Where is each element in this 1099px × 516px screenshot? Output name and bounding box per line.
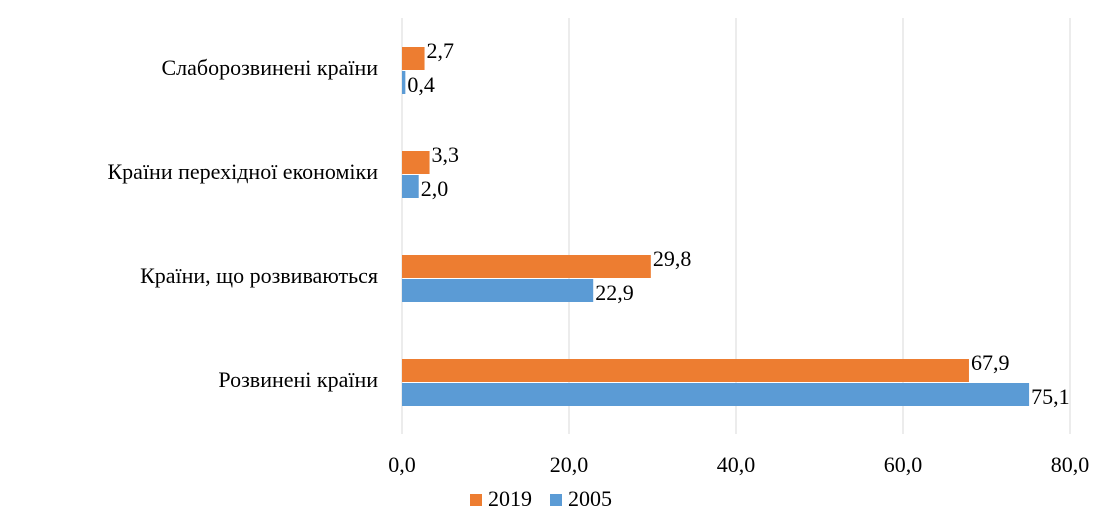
value-label: 3,3 <box>432 142 460 167</box>
value-label: 2,7 <box>427 38 455 63</box>
bar <box>402 383 1030 406</box>
x-tick-label: 0,0 <box>388 452 416 477</box>
legend-label: 2019 <box>488 486 532 511</box>
value-label: 22,9 <box>595 280 634 305</box>
bar <box>402 279 594 302</box>
x-tick-label: 60,0 <box>884 452 923 477</box>
category-label: Країни перехідної економіки <box>108 159 379 184</box>
bar <box>402 175 419 198</box>
legend-swatch <box>470 494 482 506</box>
category-label: Слаборозвинені країни <box>162 55 379 80</box>
legend-label: 2005 <box>568 486 612 511</box>
value-label: 2,0 <box>421 176 449 201</box>
value-label: 29,8 <box>653 246 692 271</box>
bar <box>402 151 430 174</box>
x-tick-label: 80,0 <box>1051 452 1090 477</box>
value-label: 67,9 <box>971 350 1010 375</box>
bar <box>402 47 425 70</box>
category-label: Країни, що розвиваються <box>140 263 378 288</box>
bar <box>402 359 969 382</box>
category-label: Розвинені країни <box>218 367 378 392</box>
legend-swatch <box>550 494 562 506</box>
bar <box>402 71 406 94</box>
bar <box>402 255 651 278</box>
value-label: 0,4 <box>407 72 435 97</box>
value-label: 75,1 <box>1031 384 1070 409</box>
x-tick-label: 20,0 <box>550 452 589 477</box>
x-tick-label: 40,0 <box>717 452 756 477</box>
